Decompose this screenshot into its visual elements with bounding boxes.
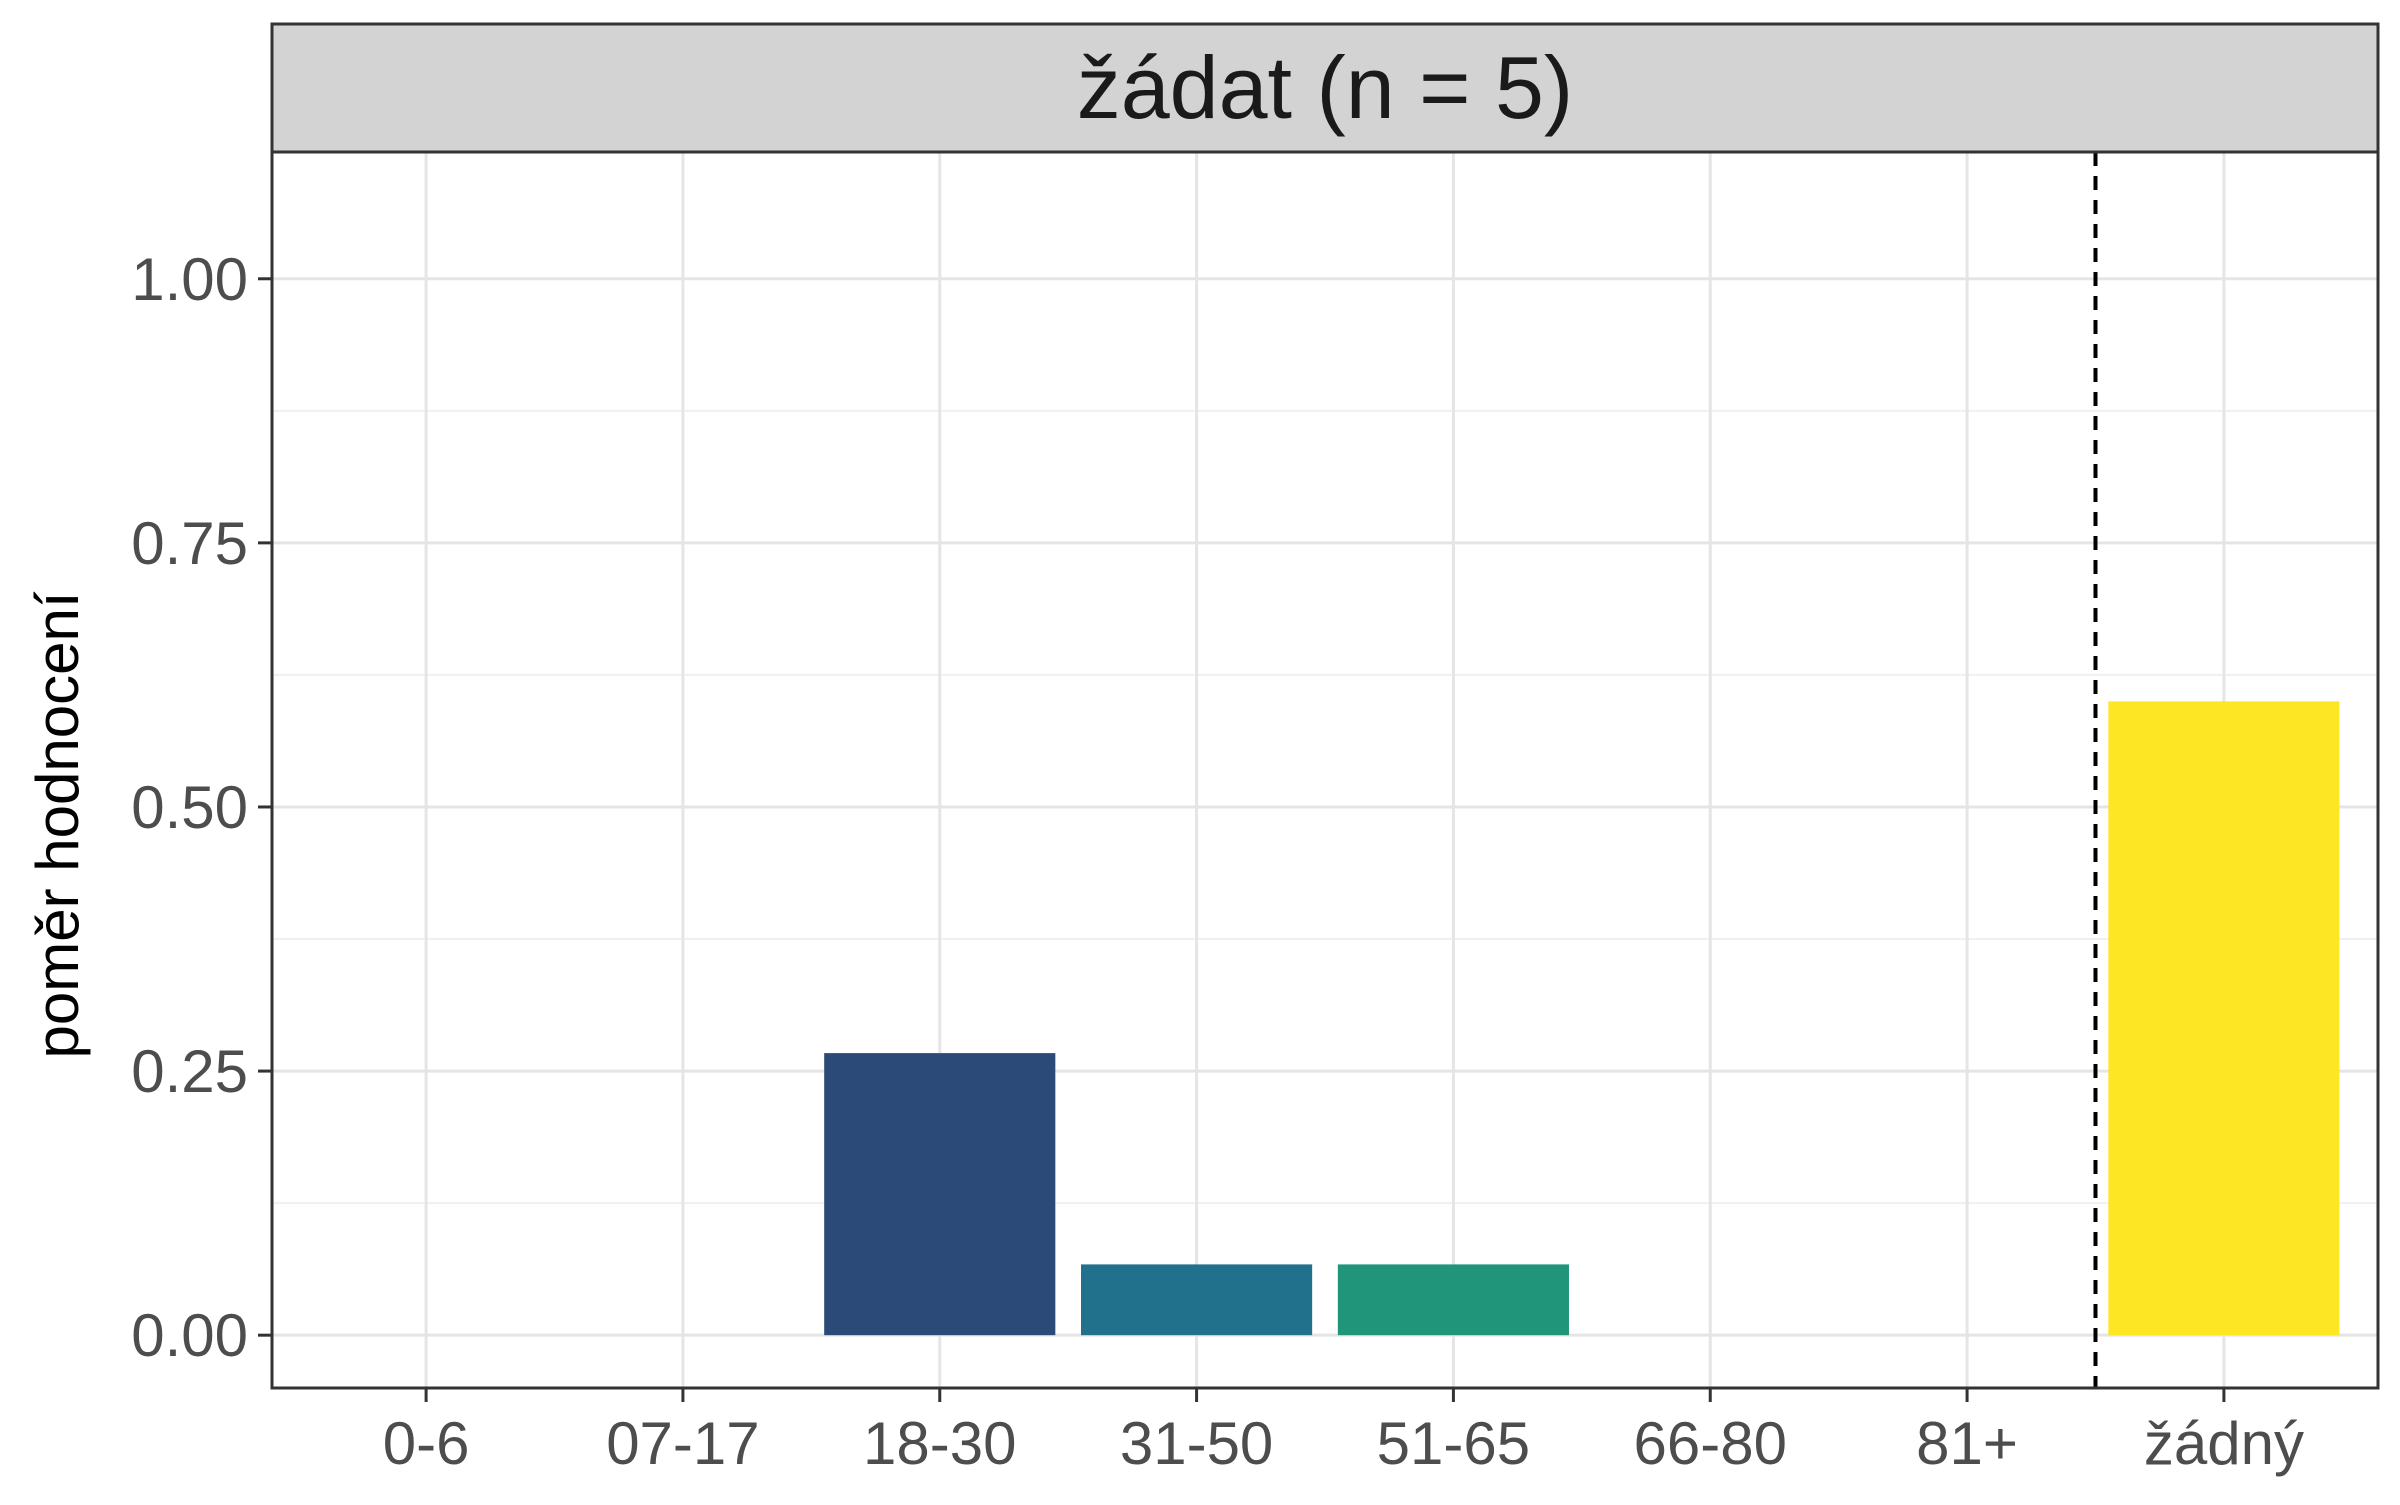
facet-strip: žádat (n = 5) [270, 22, 2380, 154]
y-tick-label: 0.25 [131, 1038, 248, 1105]
bar-31-50 [1081, 1264, 1313, 1336]
x-tick-label: 31-50 [1120, 1410, 1273, 1477]
x-tick-label: 18-30 [863, 1410, 1016, 1477]
x-tick-label: 81+ [1916, 1410, 2018, 1477]
y-tick-label: 0.00 [131, 1302, 248, 1369]
bar-51-65 [1337, 1264, 1569, 1336]
y-tick-label: 1.00 [131, 246, 248, 313]
facet-strip-background [270, 22, 2380, 154]
bar-18-30 [824, 1053, 1056, 1336]
panel-border [270, 150, 2380, 1390]
facet-title: žádat (n = 5) [1077, 38, 1574, 137]
y-axis-title: poměr hodnocení [24, 591, 91, 1058]
x-tick-label: 0-6 [383, 1410, 470, 1477]
x-axis: 0-6 07-17 18-30 31-50 51-65 66-80 81+ žádný [383, 1388, 2304, 1477]
x-tick-label: 07-17 [606, 1410, 759, 1477]
x-tick-label: 51-65 [1377, 1410, 1530, 1477]
x-tick-label: 66-80 [1634, 1410, 1787, 1477]
bar-žádný [2108, 701, 2340, 1336]
grid-lines [272, 152, 2378, 1388]
y-tick-label: 0.75 [131, 510, 248, 577]
y-tick-label: 0.50 [131, 774, 248, 841]
y-axis: 0.00 0.25 0.50 0.75 1.00 [131, 246, 272, 1369]
x-tick-label: žádný [2144, 1410, 2304, 1477]
bars [824, 701, 2340, 1336]
